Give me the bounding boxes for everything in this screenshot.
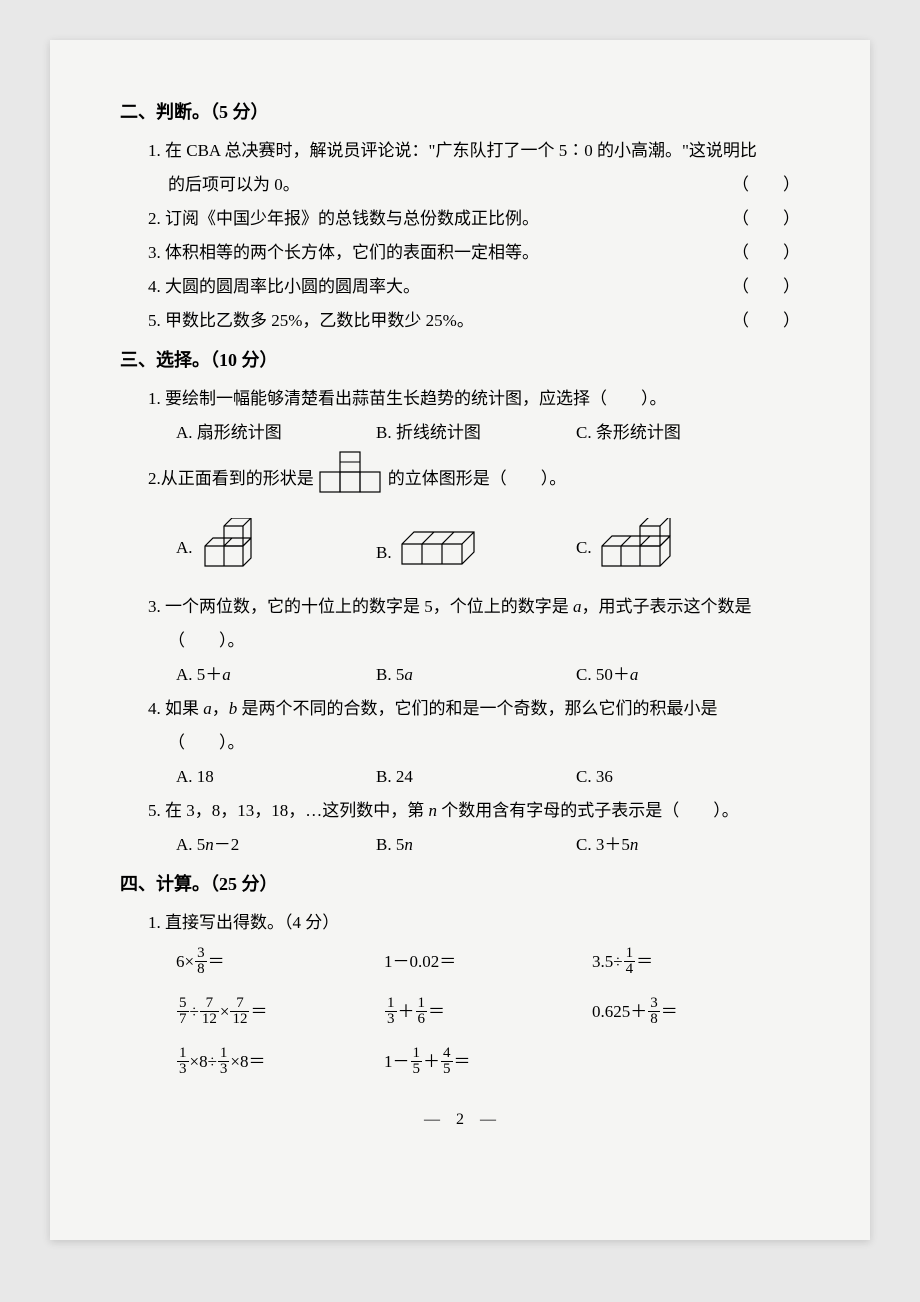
cube-diagram-c <box>600 518 680 580</box>
calc-row-2: 57÷712×712＝ 13＋16＝ 0.625＋38＝ <box>176 990 800 1034</box>
q-num: 1. <box>148 913 161 932</box>
calc-item: 13×8÷13×8＝ <box>176 1040 384 1084</box>
judge-q3: 3. 体积相等的两个长方体，它们的表面积一定相等。 （ ） <box>148 236 800 270</box>
q-text: （ ）。 <box>168 733 245 752</box>
q-num: 1. <box>148 389 161 408</box>
option-b[interactable]: B. 5n <box>376 828 576 862</box>
q-num: 5. <box>148 801 161 820</box>
choice-q4-options: A. 18 B. 24 C. 36 <box>176 760 800 794</box>
section-2-header: 二、判断。（5 分） <box>120 98 800 124</box>
option-b[interactable]: B. 5a <box>376 658 576 692</box>
q-text: 大圆的圆周率比小圆的圆周率大。 <box>165 277 420 296</box>
q-text: 一个两位数，它的十位上的数字是 5，个位上的数字是 a，用式子表示这个数是 <box>165 597 752 616</box>
option-b[interactable]: B. <box>376 528 576 580</box>
q-text: 在 CBA 总决赛时，解说员评论说："广东队打了一个 5∶0 的小高潮。"这说明… <box>165 141 757 160</box>
option-a[interactable]: A. 18 <box>176 760 376 794</box>
option-b-label: B. <box>376 543 392 562</box>
option-b[interactable]: B. 折线统计图 <box>376 416 576 450</box>
choice-q5-options: A. 5n－2 B. 5n C. 3＋5n <box>176 828 800 862</box>
q-num: 4. <box>148 277 161 296</box>
choice-q3-options: A. 5＋a B. 5a C. 50＋a <box>176 658 800 692</box>
q-text: 在 3，8，13，18，…这列数中，第 n 个数用含有字母的式子表示是（ ）。 <box>165 801 739 820</box>
calc-item: 57÷712×712＝ <box>176 990 384 1034</box>
calc-item: 6×38＝ <box>176 940 384 984</box>
q-num: 5. <box>148 311 161 330</box>
choice-q3: 3. 一个两位数，它的十位上的数字是 5，个位上的数字是 a，用式子表示这个数是 <box>148 590 800 624</box>
q-text: （ ）。 <box>168 631 245 650</box>
option-c[interactable]: C. 36 <box>576 760 776 794</box>
judge-q5: 5. 甲数比乙数多 25%，乙数比甲数少 25%。 （ ） <box>148 304 800 338</box>
q-num: 1. <box>148 141 161 160</box>
judge-mark[interactable]: （ ） <box>732 304 800 338</box>
choice-q1: 1. 要绘制一幅能够清楚看出蒜苗生长趋势的统计图，应选择（ ）。 <box>148 382 800 416</box>
q-text: 的立体图形是（ ）。 <box>388 462 567 496</box>
choice-q4: 4. 如果 a，b 是两个不同的合数，它们的和是一个奇数，那么它们的积最小是 <box>148 692 800 726</box>
judge-mark[interactable]: （ ） <box>732 236 800 270</box>
q-num: 2. <box>148 209 161 228</box>
option-c[interactable]: C. 3＋5n <box>576 828 776 862</box>
q-text: 订阅《中国少年报》的总钱数与总份数成正比例。 <box>165 209 539 228</box>
q-text: 要绘制一幅能够清楚看出蒜苗生长趋势的统计图，应选择（ ）。 <box>165 389 667 408</box>
judge-mark[interactable]: （ ） <box>732 168 800 202</box>
q-text: 如果 a，b 是两个不同的合数，它们的和是一个奇数，那么它们的积最小是 <box>165 699 718 718</box>
calc-item: 1－0.02＝ <box>384 940 592 984</box>
choice-q5: 5. 在 3，8，13，18，…这列数中，第 n 个数用含有字母的式子表示是（ … <box>148 794 800 828</box>
option-a[interactable]: A. 5n－2 <box>176 828 376 862</box>
choice-q1-options: A. 扇形统计图 B. 折线统计图 C. 条形统计图 <box>176 416 800 450</box>
q-num: 3. <box>148 243 161 262</box>
page-number: — 2 — <box>120 1105 800 1129</box>
judge-mark[interactable]: （ ） <box>732 270 800 304</box>
calc-row-1: 6×38＝ 1－0.02＝ 3.5÷14＝ <box>176 940 800 984</box>
option-c-label: C. <box>576 538 592 557</box>
option-c[interactable]: C. 条形统计图 <box>576 416 776 450</box>
calc-item: 1－15＋45＝ <box>384 1040 592 1084</box>
cube-diagram-a <box>201 518 271 580</box>
option-c[interactable]: C. 50＋a <box>576 658 776 692</box>
option-a-label: A. <box>176 538 193 557</box>
option-c[interactable]: C. <box>576 518 776 580</box>
calc-item: 0.625＋38＝ <box>592 990 800 1034</box>
calc-item: 13＋16＝ <box>384 990 592 1034</box>
q-num: 4. <box>148 699 161 718</box>
q-num: 3. <box>148 597 161 616</box>
choice-q2: 2. 从正面看到的形状是 的立体图形是（ ）。 <box>148 450 800 508</box>
q-text: 体积相等的两个长方体，它们的表面积一定相等。 <box>165 243 539 262</box>
judge-q4: 4. 大圆的圆周率比小圆的圆周率大。 （ ） <box>148 270 800 304</box>
q-text: 从正面看到的形状是 <box>161 462 314 496</box>
choice-q3-b: （ ）。 <box>168 624 800 658</box>
q-text: 直接写出得数。（4 分） <box>165 913 339 932</box>
choice-q2-options: A. B. <box>176 518 800 580</box>
q-text: 的后项可以为 0。 <box>168 175 300 194</box>
judge-q1-line1: 1. 在 CBA 总决赛时，解说员评论说："广东队打了一个 5∶0 的小高潮。"… <box>148 134 800 168</box>
section-3-header: 三、选择。（10 分） <box>120 346 800 372</box>
section-4-header: 四、计算。（25 分） <box>120 870 800 896</box>
q-text: 甲数比乙数多 25%，乙数比甲数少 25%。 <box>165 311 474 330</box>
front-view-diagram <box>318 450 384 508</box>
option-b[interactable]: B. 24 <box>376 760 576 794</box>
worksheet-page: 二、判断。（5 分） 1. 在 CBA 总决赛时，解说员评论说："广东队打了一个… <box>50 40 870 1240</box>
judge-q1-line2: 的后项可以为 0。 （ ） <box>168 168 800 202</box>
calc-row-3: 13×8÷13×8＝ 1－15＋45＝ <box>176 1040 800 1084</box>
q-num: 2. <box>148 462 161 496</box>
judge-mark[interactable]: （ ） <box>732 202 800 236</box>
option-a[interactable]: A. 扇形统计图 <box>176 416 376 450</box>
calc-item: 3.5÷14＝ <box>592 940 800 984</box>
option-a[interactable]: A. <box>176 518 376 580</box>
calc-q1: 1. 直接写出得数。（4 分） <box>148 906 800 940</box>
calc-item <box>592 1040 800 1084</box>
choice-q4-b: （ ）。 <box>168 726 800 760</box>
option-a[interactable]: A. 5＋a <box>176 658 376 692</box>
cube-diagram-b <box>400 528 480 580</box>
judge-q2: 2. 订阅《中国少年报》的总钱数与总份数成正比例。 （ ） <box>148 202 800 236</box>
